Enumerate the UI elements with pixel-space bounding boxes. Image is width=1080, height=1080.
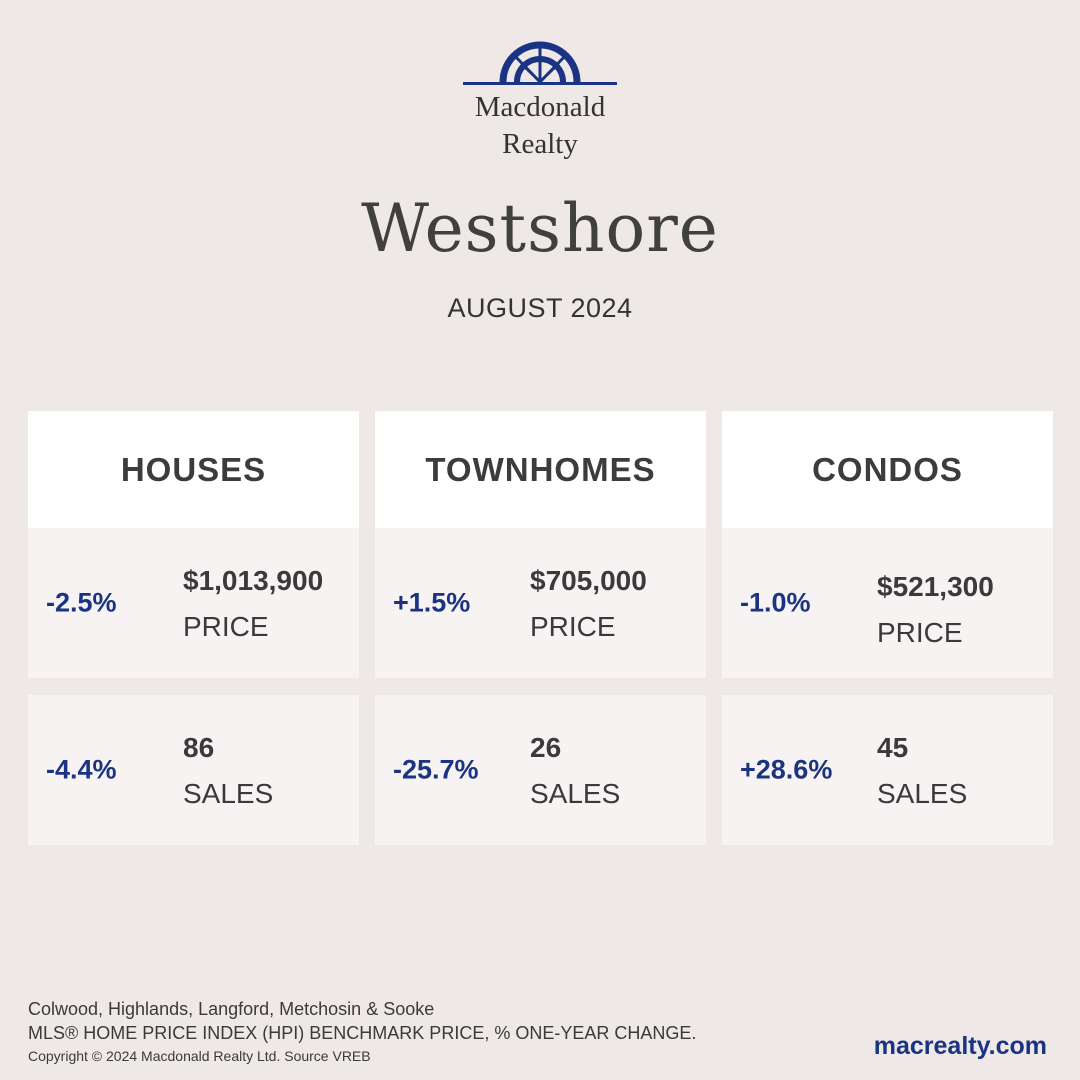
footer-note: MLS® HOME PRICE INDEX (HPI) BENCHMARK PR… bbox=[28, 1023, 697, 1043]
price-value: $1,013,900 bbox=[183, 565, 324, 596]
sales-change: +28.6% bbox=[740, 754, 833, 785]
sales-label: SALES bbox=[183, 778, 274, 809]
column-header: HOUSES bbox=[28, 411, 359, 528]
sales-label: SALES bbox=[530, 778, 621, 809]
column-condos: CONDOS -1.0% $521,300 PRICE +28.6% 45 SA… bbox=[722, 411, 1053, 845]
brand-logo: Macdonald Realty bbox=[455, 40, 625, 165]
price-change: -1.0% bbox=[740, 587, 811, 618]
price-card: +1.5% $705,000 PRICE bbox=[375, 528, 706, 678]
sales-change: -4.4% bbox=[46, 754, 117, 785]
sales-change: -25.7% bbox=[393, 754, 479, 785]
footer-areas: Colwood, Highlands, Langford, Metchosin … bbox=[28, 999, 435, 1019]
sales-card: -4.4% 86 SALES bbox=[28, 695, 359, 845]
price-change: -2.5% bbox=[46, 587, 117, 618]
brand-name-line1: Macdonald bbox=[474, 91, 606, 123]
sunburst-logo-icon bbox=[463, 41, 617, 85]
column-header: CONDOS bbox=[722, 411, 1053, 528]
column-townhomes: TOWNHOMES +1.5% $705,000 PRICE -25.7% 26… bbox=[375, 411, 706, 845]
column-header: TOWNHOMES bbox=[375, 411, 706, 528]
sales-value: 86 bbox=[183, 732, 215, 763]
price-card: -2.5% $1,013,900 PRICE bbox=[28, 528, 359, 678]
sales-card: +28.6% 45 SALES bbox=[722, 695, 1053, 845]
page-subtitle: AUGUST 2024 bbox=[447, 293, 633, 323]
price-label: PRICE bbox=[530, 611, 616, 642]
sales-card: -25.7% 26 SALES bbox=[375, 695, 706, 845]
page-title: Westshore bbox=[361, 190, 719, 267]
price-card: -1.0% $521,300 PRICE bbox=[722, 528, 1053, 678]
column-houses: HOUSES -2.5% $1,013,900 PRICE -4.4% 86 S… bbox=[28, 411, 359, 845]
brand-name-line2: Realty bbox=[502, 128, 578, 160]
footer-copyright: Copyright © 2024 Macdonald Realty Ltd. S… bbox=[28, 1048, 371, 1064]
price-label: PRICE bbox=[183, 611, 269, 642]
price-change: +1.5% bbox=[393, 587, 471, 618]
sales-value: 26 bbox=[530, 732, 562, 763]
price-value: $705,000 bbox=[530, 565, 647, 596]
sales-value: 45 bbox=[877, 732, 909, 763]
price-value: $521,300 bbox=[877, 571, 994, 602]
sales-label: SALES bbox=[877, 778, 968, 809]
website-link[interactable]: macrealty.com bbox=[873, 1032, 1047, 1060]
price-label: PRICE bbox=[877, 617, 963, 648]
